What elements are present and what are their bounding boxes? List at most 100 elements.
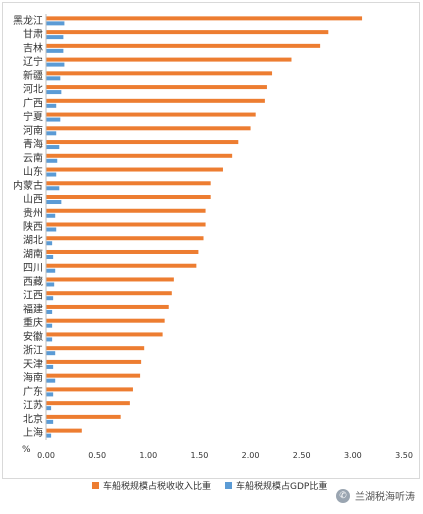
bar-gdp-share (46, 117, 61, 122)
category-label: 西藏 (23, 276, 43, 288)
bar-gdp-share (46, 268, 56, 273)
category-labels: 黑龙江甘肃吉林辽宁新疆河北广西宁夏河南青海云南山东内蒙古山西贵州陕西湖北湖南四川… (13, 14, 43, 439)
legend-label: 车船税规模占税收收入比重 (103, 482, 212, 492)
bar-tax-revenue-share (46, 291, 172, 296)
bar-tax-revenue-share (46, 346, 145, 351)
bar-gdp-share (46, 227, 57, 232)
bar-gdp-share (46, 254, 54, 259)
bar-gdp-share (46, 90, 62, 95)
bar-gdp-share (46, 392, 54, 397)
bar-gdp-share (46, 48, 64, 53)
bar-tax-revenue-share (46, 57, 292, 62)
category-label: 安徽 (23, 330, 43, 343)
category-label: 福建 (23, 302, 43, 315)
chart-frame (2, 2, 420, 479)
bar-gdp-share (46, 200, 62, 205)
bar-gdp-share (46, 186, 60, 191)
bar-gdp-share (46, 419, 54, 424)
bar-gdp-share (46, 282, 55, 287)
wechat-icon: ✆ (336, 488, 350, 503)
bar-tax-revenue-share (46, 428, 82, 433)
category-label: 上海 (23, 426, 43, 439)
category-label: 浙江 (23, 345, 43, 357)
category-label: 新疆 (23, 69, 43, 82)
category-label: 重庆 (23, 316, 43, 329)
watermark: ✆ 兰湖税海听涛 (336, 488, 415, 503)
bar-gdp-share (46, 406, 52, 411)
category-label: 河南 (23, 124, 43, 137)
bar-gdp-share (46, 337, 53, 342)
x-tick-label: 1.50 (191, 451, 209, 460)
bar-tax-revenue-share (46, 359, 142, 364)
bar-gdp-share (46, 21, 65, 26)
category-label: 宁夏 (23, 110, 43, 123)
category-label: 青海 (23, 138, 43, 151)
bar-gdp-share (46, 296, 54, 301)
bar-tax-revenue-share (46, 263, 197, 268)
category-label: 天津 (23, 358, 43, 370)
x-tick-label: 2.50 (293, 451, 311, 460)
bar-gdp-share (46, 172, 57, 177)
bar-gdp-share (46, 309, 53, 314)
x-tick-label: 1.00 (139, 451, 157, 460)
bar-tax-revenue-share (46, 277, 174, 282)
x-tick-label: 3.00 (344, 451, 362, 460)
bar-gdp-share (46, 35, 64, 40)
bar-gdp-share (46, 351, 56, 356)
bar-tax-revenue-share (46, 85, 267, 90)
bar-tax-revenue-share (46, 304, 169, 309)
category-label: 甘肃 (23, 28, 43, 41)
category-label: 广西 (23, 97, 43, 109)
bar-tax-revenue-share (46, 16, 363, 21)
bar-gdp-share (46, 213, 56, 218)
bar-tax-revenue-share (46, 140, 239, 145)
bar-gdp-share (46, 433, 52, 438)
category-label: 辽宁 (23, 55, 43, 68)
bars-group (46, 16, 363, 438)
legend-swatch-orange (92, 482, 99, 489)
bar-tax-revenue-share (46, 401, 130, 406)
legend-item-gdp-share: 车船税规模占GDP比重 (225, 479, 327, 492)
bar-tax-revenue-share (46, 222, 206, 227)
category-label: 河北 (23, 84, 43, 96)
bar-gdp-share (46, 145, 60, 150)
bar-gdp-share (46, 323, 53, 328)
category-label: 北京 (23, 412, 43, 425)
x-tick-label: 0.50 (88, 451, 106, 460)
category-label: 吉林 (23, 41, 43, 54)
bar-tax-revenue-share (46, 167, 223, 172)
legend: 车船税规模占税收收入比重 车船税规模占GDP比重 (92, 479, 341, 492)
category-label: 湖北 (23, 235, 43, 247)
bar-gdp-share (46, 76, 61, 81)
bar-gdp-share (46, 158, 58, 163)
category-label: 湖南 (23, 247, 43, 260)
bar-tax-revenue-share (46, 30, 329, 35)
bar-tax-revenue-share (46, 332, 163, 337)
bar-tax-revenue-share (46, 249, 199, 254)
x-tick-label: 2.00 (242, 451, 260, 460)
x-tick-labels: 0.00 0.50 1.00 1.50 2.00 2.50 3.00 3.50 (37, 451, 413, 460)
bar-tax-revenue-share (46, 414, 121, 419)
category-label: 内蒙古 (13, 179, 43, 192)
category-label: 四川 (23, 263, 43, 274)
category-label: 云南 (23, 151, 43, 164)
category-label: 陕西 (23, 220, 43, 233)
x-tick-label: 0.00 (37, 451, 55, 460)
bar-gdp-share (46, 378, 56, 383)
bar-tax-revenue-share (46, 236, 204, 241)
category-label: 广东 (23, 385, 43, 398)
category-label: 江西 (23, 290, 43, 302)
bar-gdp-share (46, 62, 65, 67)
category-label: 黑龙江 (13, 14, 43, 27)
bar-tax-revenue-share (46, 181, 211, 186)
bar-gdp-share (46, 103, 57, 108)
category-label: 海南 (23, 371, 43, 384)
bar-tax-revenue-share (46, 153, 233, 158)
bar-tax-revenue-share (46, 387, 133, 392)
bar-tax-revenue-share (46, 43, 321, 48)
bar-tax-revenue-share (46, 318, 165, 323)
category-label: 山西 (23, 194, 43, 206)
bar-tax-revenue-share (46, 195, 211, 200)
bar-tax-revenue-share (46, 98, 265, 103)
